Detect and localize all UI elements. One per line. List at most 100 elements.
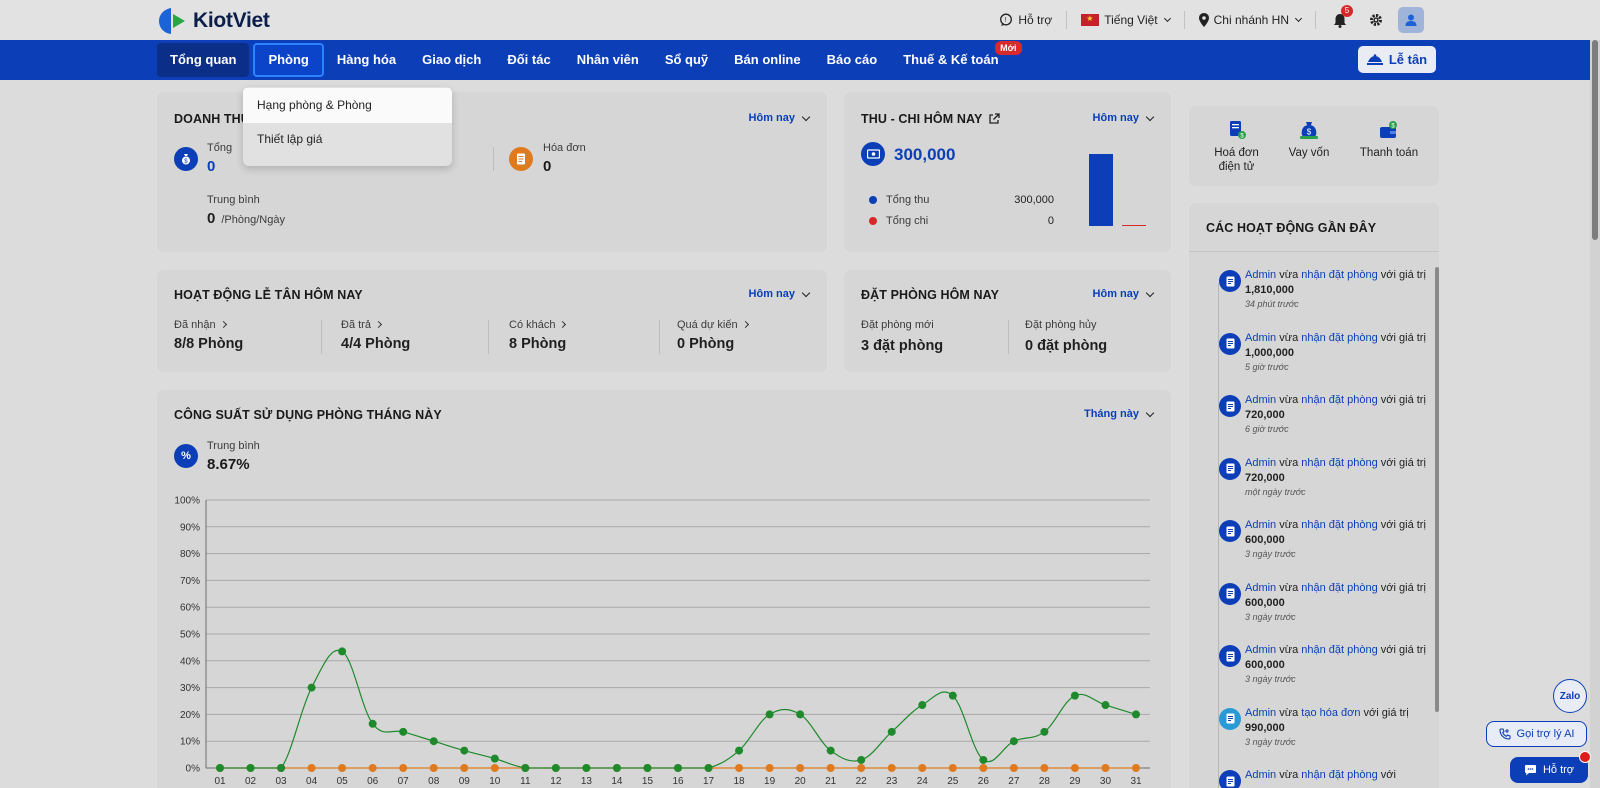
- x-tick-label: 25: [947, 776, 959, 787]
- reception-stat[interactable]: Đã nhận 8/8 Phòng: [174, 319, 243, 352]
- main-navbar: Tổng quan Phòng Hàng hóa Giao dịch Đối t…: [0, 40, 1600, 80]
- activity-action-link[interactable]: nhận đặt phòng: [1301, 644, 1378, 656]
- x-tick-label: 02: [245, 776, 257, 787]
- page-scrollbar-thumb[interactable]: [1592, 40, 1598, 240]
- nav-nhan-vien[interactable]: Nhân viên: [576, 52, 639, 67]
- activity-user-link[interactable]: Admin: [1245, 519, 1277, 531]
- activity-action-link[interactable]: nhận đặt phòng: [1301, 269, 1378, 281]
- data-point: [826, 746, 835, 755]
- activity-action-link[interactable]: nhận đặt phòng: [1301, 331, 1378, 344]
- loan-label: Vay vốn: [1288, 147, 1330, 159]
- activity-text: Admin vừa nhận đặt phòng với giá trị 1,8…: [1245, 269, 1426, 296]
- external-link-icon[interactable]: [988, 113, 1001, 125]
- data-point: [857, 755, 866, 764]
- reception-stat[interactable]: Đã trả 4/4 Phòng: [341, 319, 410, 352]
- cancel-booking-label: Đặt phòng hủy: [1025, 319, 1097, 331]
- nav-giao-dich[interactable]: Giao dịch: [422, 52, 482, 67]
- y-tick-label: 10%: [180, 737, 200, 748]
- data-point: [582, 764, 591, 772]
- kiotviet-logo[interactable]: KiotViet: [157, 6, 270, 36]
- reception-stat[interactable]: Có khách 8 Phòng: [509, 319, 567, 352]
- activity-action-link[interactable]: nhận đặt phòng: [1301, 519, 1378, 531]
- activity-text: Admin vừa nhận đặt phòng với giá trị 600…: [1245, 581, 1426, 609]
- branch-selector[interactable]: Chi nhánh HN: [1185, 13, 1315, 27]
- activities-scrollbar-thumb[interactable]: [1435, 267, 1439, 712]
- nav-bao-cao[interactable]: Báo cáo: [826, 52, 878, 67]
- x-tick-label: 16: [672, 776, 684, 787]
- data-point: [948, 691, 957, 700]
- language-selector[interactable]: Tiếng Việt: [1067, 13, 1183, 27]
- activity-user-link[interactable]: Admin: [1245, 706, 1277, 719]
- activity-text: Admin vừa nhận đặt phòng với: [1245, 769, 1396, 781]
- floating-support-label: Hỗ trợ: [1542, 764, 1575, 776]
- data-point: [1132, 710, 1140, 719]
- menu-item-thiet-lap-gia[interactable]: Thiết lập giá: [257, 132, 323, 146]
- divider: [1008, 320, 1009, 354]
- booking-period-select[interactable]: Hôm nay: [1093, 288, 1155, 300]
- floating-support-button[interactable]: Hỗ trợ: [1510, 751, 1591, 783]
- activity-value: 600,000: [1245, 659, 1285, 671]
- occupancy-title: CÔNG SUẤT SỬ DỤNG PHÒNG THÁNG NÀY: [174, 408, 442, 422]
- nav-phong[interactable]: Phòng: [253, 43, 324, 77]
- support-link[interactable]: ! Hỗ trợ: [985, 13, 1066, 27]
- activity-item: Admin vừa nhận đặt phòng với giá trị 720…: [1219, 456, 1435, 497]
- nav-thue-ke-toan[interactable]: Thuế & Kế toán Mới: [890, 41, 1022, 77]
- activity-user-link[interactable]: Admin: [1245, 581, 1277, 594]
- payment-icon: $: [1380, 121, 1397, 138]
- settings-button[interactable]: [1364, 8, 1388, 32]
- activities-title: CÁC HOẠT ĐỘNG GẦN ĐÂY: [1206, 221, 1377, 235]
- document-icon: [1219, 332, 1241, 355]
- occupancy-avg-label: Trung bình: [207, 440, 260, 452]
- nav-hang-hoa[interactable]: Hàng hóa: [336, 52, 397, 67]
- activity-user-link[interactable]: Admin: [1245, 456, 1277, 469]
- le-tan-button[interactable]: Lễ tân: [1358, 46, 1436, 73]
- reception-period-select[interactable]: Hôm nay: [749, 288, 811, 300]
- data-point: [1040, 764, 1049, 772]
- data-point: [490, 764, 499, 772]
- x-tick-label: 28: [1039, 776, 1051, 787]
- occupancy-period-select[interactable]: Tháng này: [1084, 408, 1155, 420]
- loan-shortcut[interactable]: $ Vay vốn: [1279, 120, 1339, 160]
- e-invoice-shortcut[interactable]: $ Hoá đơn điện tử: [1209, 120, 1264, 174]
- page-scrollbar[interactable]: [1590, 40, 1600, 788]
- activity-item: Admin vừa nhận đặt phòng với giá trị 600…: [1219, 518, 1435, 559]
- notification-button[interactable]: 5: [1328, 5, 1353, 32]
- notification-dot: [1579, 751, 1591, 763]
- chevron-right-icon: [219, 320, 227, 329]
- user-avatar[interactable]: [1398, 7, 1424, 33]
- data-point: [399, 764, 408, 772]
- x-tick-label: 30: [1100, 776, 1112, 787]
- activity-action-link[interactable]: tạo hóa đơn: [1301, 706, 1361, 719]
- activity-user-link[interactable]: Admin: [1245, 769, 1277, 781]
- revenue-period-select[interactable]: Hôm nay: [748, 112, 811, 124]
- stat-label-text: Đã nhận: [174, 319, 216, 331]
- activity-action-link[interactable]: nhận đặt phòng: [1301, 769, 1378, 781]
- activity-action-link[interactable]: nhận đặt phòng: [1301, 456, 1378, 469]
- period-label: Hôm nay: [748, 112, 795, 124]
- expense-bar: [1122, 225, 1146, 226]
- activity-action-link[interactable]: nhận đặt phòng: [1301, 394, 1378, 406]
- activity-user-link[interactable]: Admin: [1245, 394, 1277, 406]
- payment-shortcut[interactable]: $ Thanh toán: [1354, 120, 1424, 160]
- activity-time: 6 giờ trước: [1245, 424, 1289, 434]
- nav-doi-tac[interactable]: Đối tác: [507, 52, 551, 67]
- nav-so-quy[interactable]: Sổ quỹ: [664, 52, 709, 67]
- reception-stat[interactable]: Quá dự kiến 0 Phòng: [677, 319, 749, 352]
- activity-action-link[interactable]: nhận đặt phòng: [1301, 581, 1378, 594]
- data-point: [338, 764, 347, 772]
- activity-text: Admin vừa nhận đặt phòng với giá trị 720…: [1245, 456, 1426, 484]
- cashflow-period-select[interactable]: Hôm nay: [1093, 112, 1155, 124]
- bell-icon: [1334, 13, 1346, 28]
- ai-assistant-button[interactable]: Gọi trợ lý AI: [1486, 721, 1587, 747]
- nav-tong-quan[interactable]: Tổng quan: [157, 43, 250, 77]
- menu-item-hang-phong[interactable]: Hạng phòng & Phòng: [243, 88, 452, 123]
- x-tick-label: 14: [611, 776, 623, 787]
- data-point: [277, 764, 286, 772]
- activity-user-link[interactable]: Admin: [1245, 644, 1277, 656]
- reception-stat-label: Đã nhận: [174, 319, 243, 331]
- activity-user-link[interactable]: Admin: [1245, 331, 1277, 344]
- zalo-button[interactable]: Zalo: [1553, 679, 1587, 713]
- nav-ban-online[interactable]: Bán online: [734, 52, 801, 67]
- activity-time: 34 phút trước: [1245, 299, 1299, 309]
- activity-user-link[interactable]: Admin: [1245, 269, 1277, 281]
